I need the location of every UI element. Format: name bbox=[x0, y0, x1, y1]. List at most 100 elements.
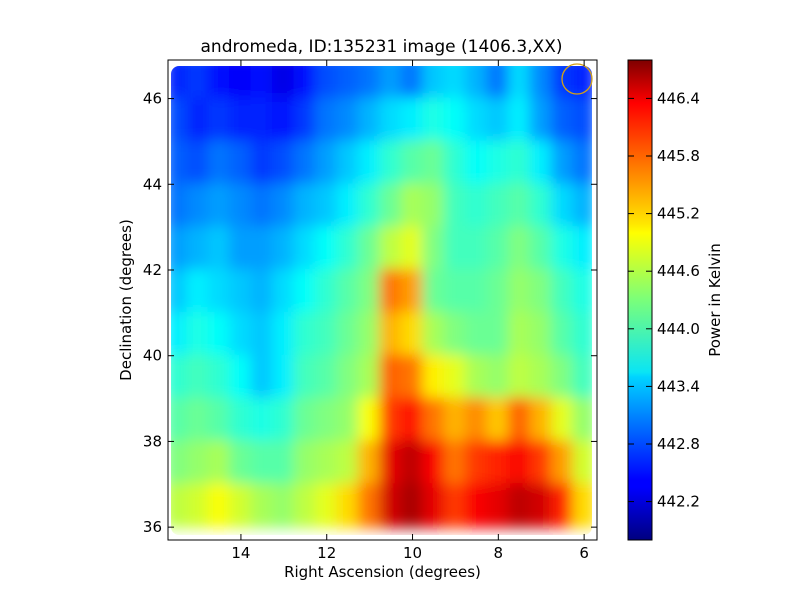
heatmap-cell bbox=[443, 440, 468, 486]
heatmap-cell bbox=[357, 397, 382, 443]
heatmap-cell bbox=[443, 269, 468, 314]
colorbar-tick-label: 442.8 bbox=[657, 435, 700, 453]
heatmap-cell bbox=[508, 269, 532, 314]
heatmap-cell bbox=[508, 97, 532, 143]
heatmap-cell bbox=[379, 183, 403, 229]
heatmap-cell bbox=[229, 97, 253, 143]
heatmap-cell bbox=[379, 440, 403, 486]
colorbar-tick-label: 444.6 bbox=[657, 262, 700, 280]
heatmap-cell bbox=[336, 483, 360, 529]
heatmap-cell bbox=[572, 226, 592, 271]
heatmap-cell bbox=[315, 354, 339, 400]
heatmap-cell bbox=[529, 269, 553, 314]
heatmap-cell bbox=[293, 97, 318, 143]
heatmap-cell bbox=[486, 440, 511, 486]
heatmap-cell bbox=[379, 269, 403, 314]
y-tick-label: 36 bbox=[143, 518, 162, 536]
heatmap-cell bbox=[315, 440, 339, 486]
heatmap-cell bbox=[572, 140, 592, 186]
heatmap-cell bbox=[186, 140, 210, 186]
heatmap-cell bbox=[272, 397, 296, 443]
heatmap-cell bbox=[572, 269, 592, 314]
colorbar-gradient bbox=[627, 59, 653, 541]
y-axis: 36 38 40 42 44 46 bbox=[143, 90, 597, 536]
heatmap-cell bbox=[529, 226, 553, 271]
y-tick-label: 42 bbox=[143, 261, 162, 279]
heatmap-cell bbox=[171, 183, 189, 229]
heatmap-cell bbox=[250, 440, 275, 486]
heatmap-cell bbox=[400, 226, 425, 271]
heatmap-cell bbox=[207, 97, 232, 143]
heatmap-cell bbox=[186, 440, 210, 486]
heatmap-cell bbox=[572, 483, 592, 529]
heatmap-cell bbox=[443, 66, 468, 100]
heatmap-cell bbox=[357, 483, 382, 529]
heatmap-cell bbox=[486, 140, 511, 186]
heatmap-cell bbox=[465, 183, 489, 229]
heatmap-cell bbox=[336, 183, 360, 229]
heatmap-cell bbox=[272, 311, 296, 357]
heatmap-cell bbox=[529, 354, 553, 400]
heatmap-cell bbox=[357, 440, 382, 486]
heatmap-cell bbox=[315, 66, 339, 100]
heatmap-cell bbox=[250, 269, 275, 314]
heatmap-cell bbox=[357, 226, 382, 271]
heatmap-cell bbox=[229, 140, 253, 186]
heatmap-cell bbox=[529, 483, 553, 529]
heatmap-cell bbox=[550, 140, 575, 186]
heatmap-cell bbox=[550, 183, 575, 229]
heatmap-cell bbox=[207, 183, 232, 229]
heatmap-cell bbox=[336, 97, 360, 143]
heatmap-cell bbox=[186, 354, 210, 400]
heatmap-cell bbox=[379, 226, 403, 271]
heatmap-cell bbox=[379, 140, 403, 186]
colorbar-tick-label: 446.4 bbox=[657, 89, 700, 107]
heatmap-cell bbox=[171, 226, 189, 271]
heatmap-cell bbox=[272, 354, 296, 400]
y-tick-label: 46 bbox=[143, 90, 162, 108]
heatmap-cell bbox=[529, 97, 553, 143]
heatmap-cell bbox=[207, 140, 232, 186]
y-tick-label: 44 bbox=[143, 175, 162, 193]
heatmap-cell bbox=[315, 483, 339, 529]
heatmap-cell bbox=[572, 440, 592, 486]
colorbar-tick-label: 443.4 bbox=[657, 377, 700, 395]
heatmap-cell bbox=[379, 66, 403, 100]
heatmap-cell bbox=[508, 183, 532, 229]
heatmap-cell bbox=[572, 97, 592, 143]
heatmap-cell bbox=[272, 483, 296, 529]
heatmap-cell bbox=[336, 440, 360, 486]
y-tick-label: 40 bbox=[143, 347, 162, 365]
heatmap-cell bbox=[422, 269, 446, 314]
heatmap-cell bbox=[250, 140, 275, 186]
heatmap-cell bbox=[293, 440, 318, 486]
heatmap-cell bbox=[171, 354, 189, 400]
plot-frame bbox=[167, 59, 598, 541]
heatmap-cell bbox=[422, 183, 446, 229]
heatmap-cell bbox=[229, 226, 253, 271]
heatmap-cell bbox=[250, 483, 275, 529]
x-tick-label: 6 bbox=[579, 544, 589, 562]
heatmap-cell bbox=[250, 226, 275, 271]
heatmap-cell bbox=[572, 311, 592, 357]
x-tick-label: 10 bbox=[403, 544, 422, 562]
heatmap-cell bbox=[272, 226, 296, 271]
heatmap-cell bbox=[400, 269, 425, 314]
heatmap-cell bbox=[186, 397, 210, 443]
heatmap-cell bbox=[400, 397, 425, 443]
heatmap-cell bbox=[508, 483, 532, 529]
heatmap-cell bbox=[400, 140, 425, 186]
heatmap-cell bbox=[550, 226, 575, 271]
heatmap-cell bbox=[465, 397, 489, 443]
heatmap-cell bbox=[422, 66, 446, 100]
heatmap-cell bbox=[171, 97, 189, 143]
heatmap-cell bbox=[171, 483, 189, 529]
heatmap-cell bbox=[400, 183, 425, 229]
heatmap-cell bbox=[465, 97, 489, 143]
heatmap-cell bbox=[486, 226, 511, 271]
heatmap-cell bbox=[465, 440, 489, 486]
heatmap-cell bbox=[171, 66, 189, 100]
heatmap-cell bbox=[508, 440, 532, 486]
heatmap-cell bbox=[207, 397, 232, 443]
heatmap-cell bbox=[336, 226, 360, 271]
